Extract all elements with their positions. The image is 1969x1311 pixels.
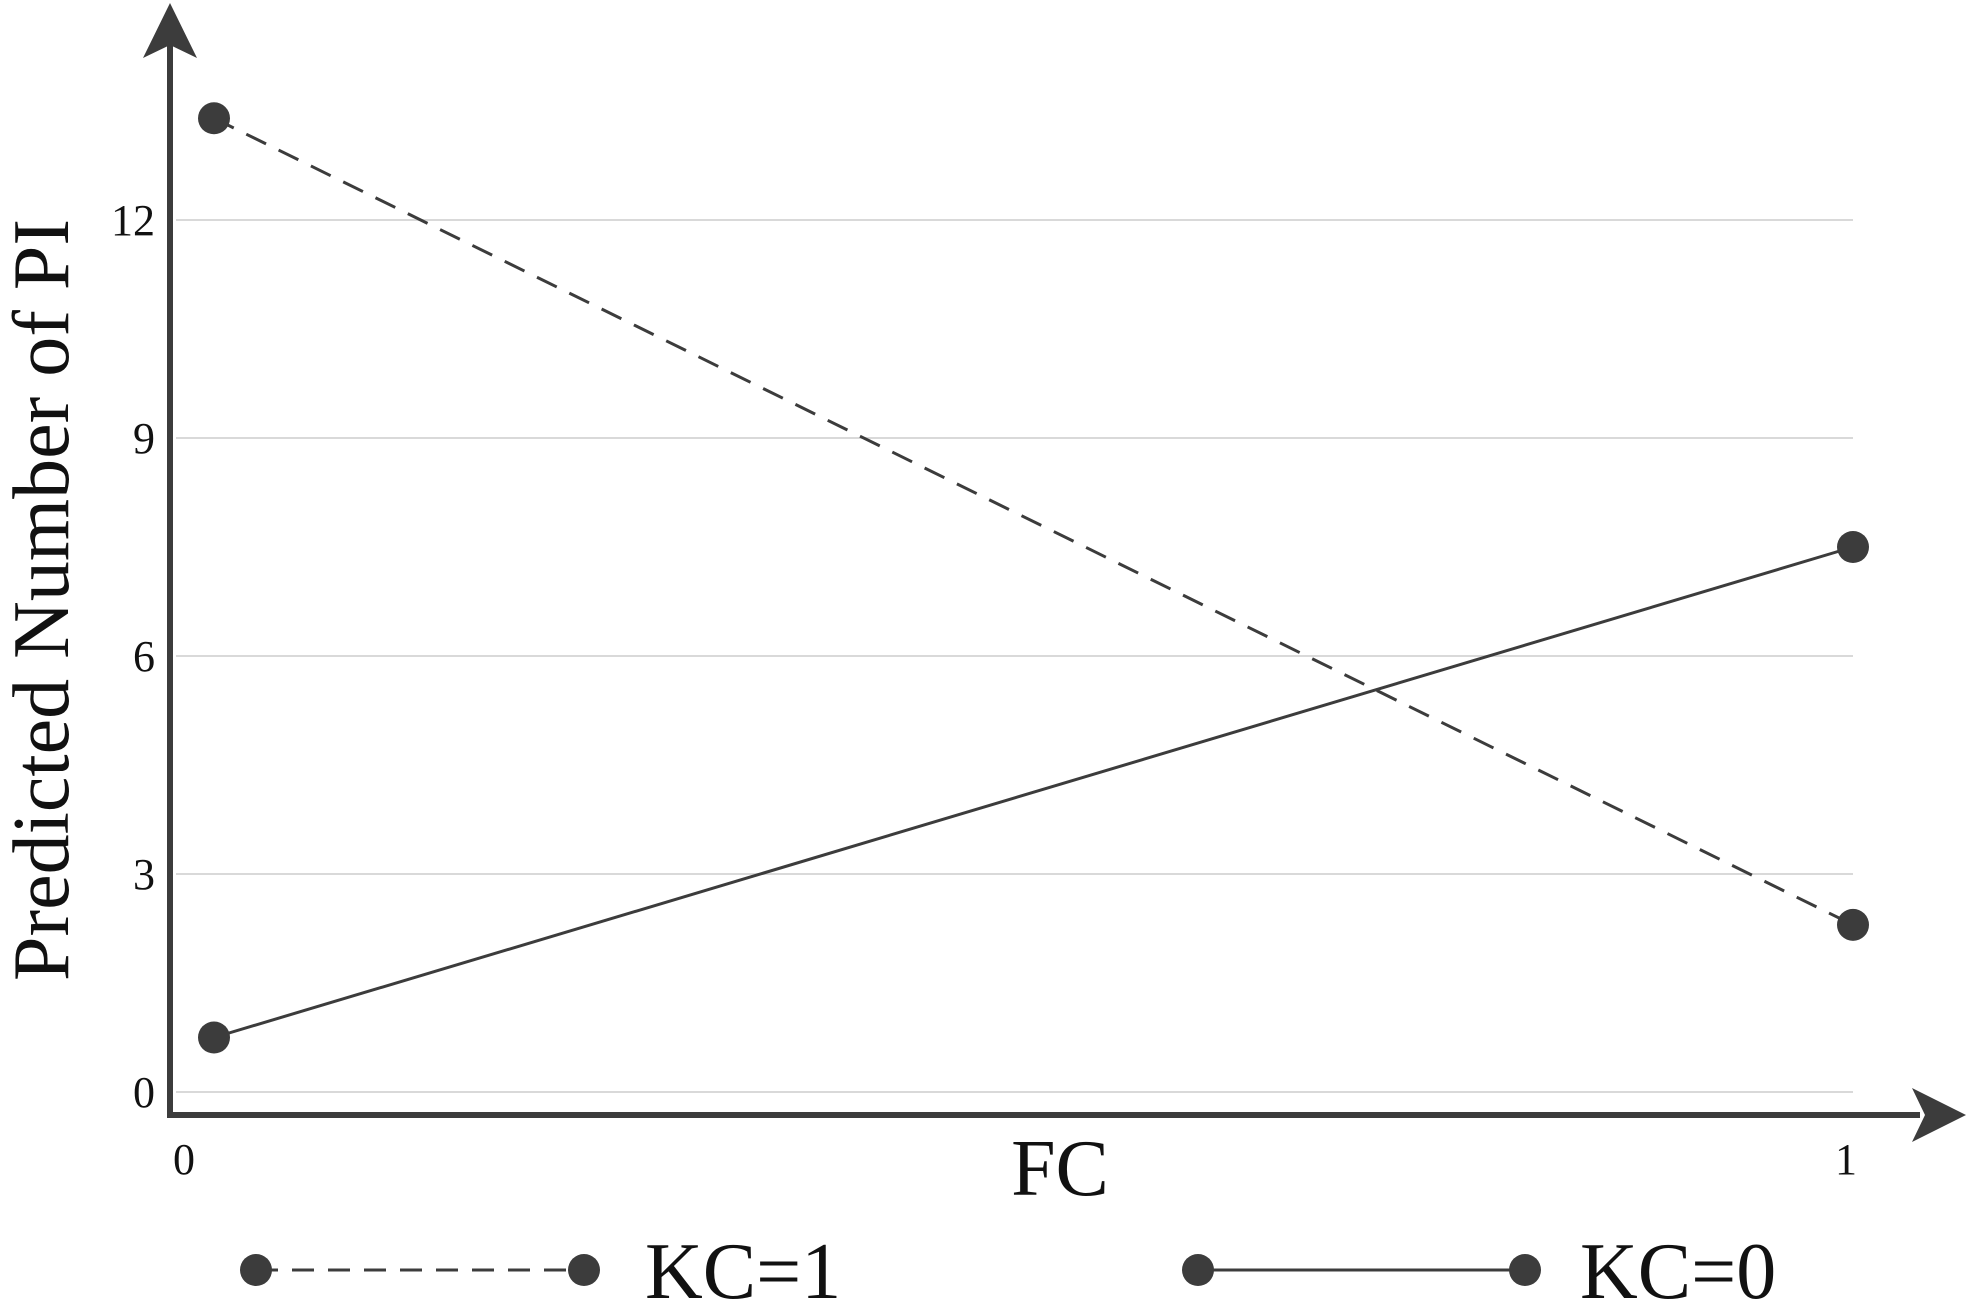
x-tick-label: 0 (173, 1135, 195, 1184)
data-point (198, 102, 230, 135)
x-axis-arrow-icon (1912, 1088, 1966, 1142)
data-point (198, 1021, 230, 1054)
x-tick-label: 1 (1835, 1135, 1857, 1184)
y-tick-label: 12 (111, 196, 155, 245)
legend-item-kc-1: KC=1 (240, 1228, 841, 1311)
legend-label: KC=1 (645, 1228, 841, 1311)
y-tick-labels: 0 3 6 9 12 (111, 196, 155, 1117)
y-axis-title: Predicted Number of PI (0, 219, 86, 981)
legend: KC=1 KC=0 (240, 1228, 1776, 1311)
legend-marker (1182, 1254, 1214, 1286)
data-point (1837, 908, 1869, 941)
series-line-kc-1 (213, 116, 1854, 927)
legend-marker (240, 1254, 272, 1286)
y-tick-label: 0 (133, 1068, 155, 1117)
data-point (1837, 531, 1869, 563)
y-tick-label: 3 (133, 850, 155, 899)
series-line-kc-0 (213, 545, 1854, 1039)
y-axis-arrow-icon (143, 3, 197, 58)
x-axis-title: FC (1011, 1125, 1109, 1213)
legend-marker (568, 1254, 600, 1286)
y-tick-label: 9 (133, 414, 155, 463)
gridlines (176, 219, 1853, 1093)
legend-item-kc-0: KC=0 (1182, 1228, 1776, 1311)
series-layer (198, 102, 1869, 1054)
legend-marker (1509, 1254, 1541, 1286)
axes (143, 3, 1966, 1142)
legend-label: KC=0 (1580, 1228, 1776, 1311)
y-tick-label: 6 (133, 632, 155, 681)
